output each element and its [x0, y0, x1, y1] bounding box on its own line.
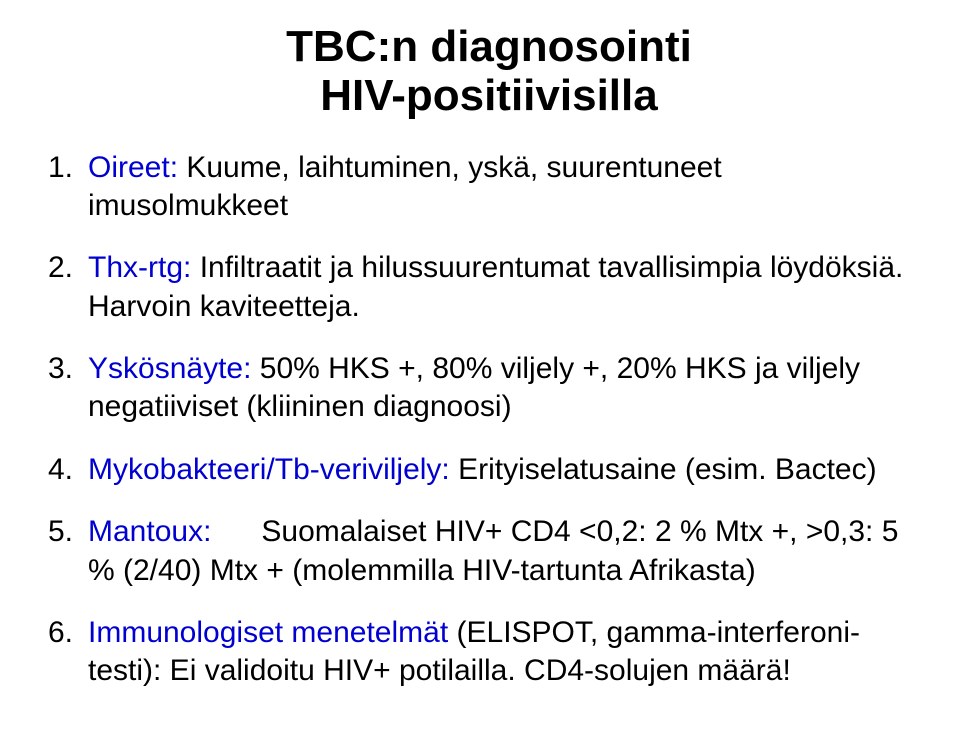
item-number: 4.: [48, 451, 73, 489]
item-lead: Mantoux:: [88, 515, 211, 548]
item-number: 5.: [48, 513, 73, 551]
list-item: 1. Oireet: Kuume, laihtuminen, yskä, suu…: [48, 149, 930, 226]
item-lead: Oireet:: [88, 151, 178, 184]
item-number: 2.: [48, 249, 73, 287]
title-line-1: TBC:n diagnosointi: [48, 22, 930, 71]
list-item: 3. Yskösnäyte: 50% HKS +, 80% viljely +,…: [48, 350, 930, 427]
item-lead: Immunologiset menetelmät: [88, 616, 448, 649]
slide-title: TBC:n diagnosointi HIV-positiivisilla: [48, 22, 930, 121]
slide: TBC:n diagnosointi HIV-positiivisilla 1.…: [0, 0, 960, 747]
list-item: 5. Mantoux: Suomalaiset HIV+ CD4 <0,2: 2…: [48, 513, 930, 590]
item-lead: Mykobakteeri/Tb-veriviljely:: [88, 453, 450, 486]
item-lead: Thx-rtg:: [88, 251, 191, 284]
item-rest: Erityiselatusaine (esim. Bactec): [450, 453, 877, 486]
item-rest: Suomalaiset HIV+ CD4 <0,2: 2 % Mtx +, >0…: [88, 515, 907, 586]
bullet-list: 1. Oireet: Kuume, laihtuminen, yskä, suu…: [48, 149, 930, 691]
item-number: 3.: [48, 350, 73, 388]
list-item: 4. Mykobakteeri/Tb-veriviljely: Erityise…: [48, 451, 930, 489]
item-rest: Kuume, laihtuminen, yskä, suurentuneet i…: [88, 151, 730, 222]
title-line-2: HIV-positiivisilla: [48, 71, 930, 120]
item-number: 6.: [48, 614, 73, 652]
item-rest: Infiltraatit ja hilussuurentumat tavalli…: [88, 251, 912, 322]
list-item: 6. Immunologiset menetelmät (ELISPOT, ga…: [48, 614, 930, 691]
item-lead: Yskösnäyte:: [88, 352, 251, 385]
item-number: 1.: [48, 149, 73, 187]
list-item: 2. Thx-rtg: Infiltraatit ja hilussuurent…: [48, 249, 930, 326]
